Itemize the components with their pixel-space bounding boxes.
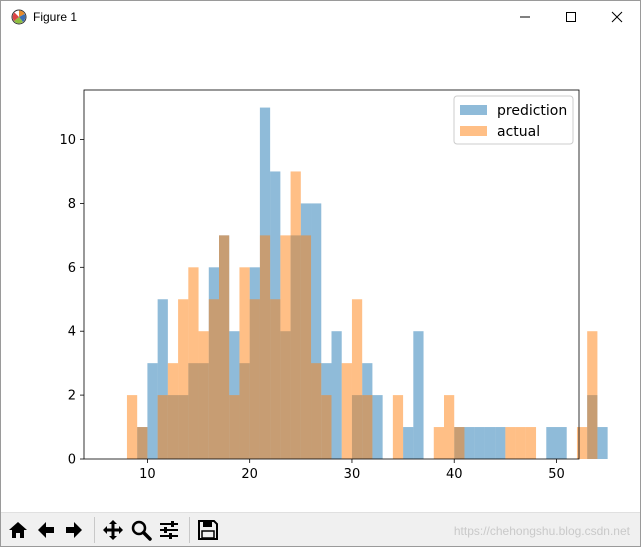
actual-bar	[433, 427, 444, 459]
subplots-config-icon	[160, 520, 178, 539]
axes-frame	[83, 89, 580, 460]
close-button[interactable]	[594, 1, 640, 32]
actual-bar	[576, 427, 588, 459]
save-icon	[198, 519, 218, 540]
x-tick-label: 40	[446, 467, 463, 482]
actual-bar	[249, 299, 260, 459]
toolbar-separator	[189, 516, 190, 543]
histogram-chart: 10 20 30 40 50 0 2 4 6 8 10 prediction actual	[59, 89, 608, 482]
save-button[interactable]	[195, 516, 221, 544]
prediction-bar	[464, 427, 475, 459]
prediction-bar	[157, 299, 168, 459]
actual-bar	[239, 267, 250, 459]
watermark-text: https://chehongshu.blog.csdn.net	[453, 524, 630, 538]
actual-bar	[198, 331, 209, 459]
actual-bar	[311, 363, 322, 459]
back-arrow-icon	[38, 521, 54, 538]
prediction-bar	[331, 331, 342, 459]
actual-bar	[341, 363, 352, 459]
window-title: Figure 1	[33, 9, 78, 24]
maximize-icon	[566, 11, 576, 22]
actual-bar	[208, 299, 219, 459]
pan-button[interactable]	[100, 516, 126, 544]
legend: prediction actual	[453, 95, 574, 145]
actual-bar	[321, 395, 332, 459]
home-icon	[9, 521, 27, 538]
prediction-bar	[372, 395, 383, 459]
actual-bar	[515, 427, 526, 459]
legend-swatch	[460, 126, 487, 136]
actual-bar	[167, 363, 179, 459]
toolbar-separator	[94, 516, 95, 543]
prediction-bar	[484, 427, 496, 459]
prediction-bar	[147, 363, 158, 459]
prediction-bar	[556, 427, 567, 459]
x-tick-label: 20	[241, 467, 258, 482]
x-tick-label: 10	[139, 467, 156, 482]
legend-swatch	[460, 105, 487, 115]
navigation-toolbar: https://chehongshu.blog.csdn.net	[1, 512, 640, 546]
actual-bar	[280, 235, 291, 459]
actual-bar	[270, 299, 281, 459]
subplots-config-button[interactable]	[156, 516, 182, 544]
matplotlib-logo-icon	[11, 9, 27, 25]
actual-bar	[505, 427, 516, 459]
actual-bar	[525, 427, 537, 459]
actual-bar	[392, 395, 404, 459]
actual-bar	[290, 171, 301, 459]
actual-bar	[362, 395, 373, 459]
actual-bar	[300, 235, 312, 459]
maximize-button[interactable]	[548, 1, 594, 32]
back-button[interactable]	[33, 516, 59, 544]
actual-bar	[157, 395, 168, 459]
prediction-bar	[311, 203, 322, 459]
minimize-icon	[520, 16, 530, 17]
forward-button[interactable]	[61, 516, 87, 544]
actual-bar	[219, 235, 230, 459]
legend-label: prediction	[497, 103, 567, 119]
pan-icon	[103, 519, 123, 540]
actual-bar	[444, 395, 455, 459]
y-tick-label: 6	[68, 261, 76, 276]
actual-bar	[587, 331, 598, 459]
x-tick-label: 30	[344, 467, 361, 482]
prediction-bar	[495, 427, 506, 459]
prediction-bar	[597, 427, 608, 459]
y-tick-label: 4	[68, 325, 76, 340]
actual-bar	[126, 395, 138, 459]
prediction-bar	[474, 427, 485, 459]
prediction-bar	[546, 427, 557, 459]
actual-bar	[351, 299, 363, 459]
y-tick-label: 2	[68, 389, 76, 404]
prediction-bar	[403, 427, 414, 459]
x-tick-label: 50	[548, 467, 565, 482]
legend-label: actual	[497, 124, 540, 140]
minimize-button[interactable]	[502, 1, 548, 32]
home-button[interactable]	[5, 516, 31, 544]
y-tick-label: 10	[59, 133, 76, 148]
figure-canvas[interactable]: 10 20 30 40 50 0 2 4 6 8 10 prediction actual	[1, 32, 640, 512]
actual-bar	[137, 427, 148, 459]
close-icon	[611, 11, 623, 22]
title-bar[interactable]: Figure 1	[1, 1, 640, 32]
y-tick-label: 0	[68, 453, 76, 468]
actual-bar	[454, 427, 465, 459]
actual-bar	[188, 267, 199, 459]
y-tick-label: 8	[68, 197, 76, 212]
forward-arrow-icon	[66, 521, 82, 538]
actual-bar	[178, 299, 189, 459]
actual-bar	[229, 395, 240, 459]
prediction-bar	[413, 331, 424, 459]
actual-bar	[259, 235, 271, 459]
zoom-icon	[131, 520, 152, 541]
zoom-button[interactable]	[128, 516, 154, 544]
